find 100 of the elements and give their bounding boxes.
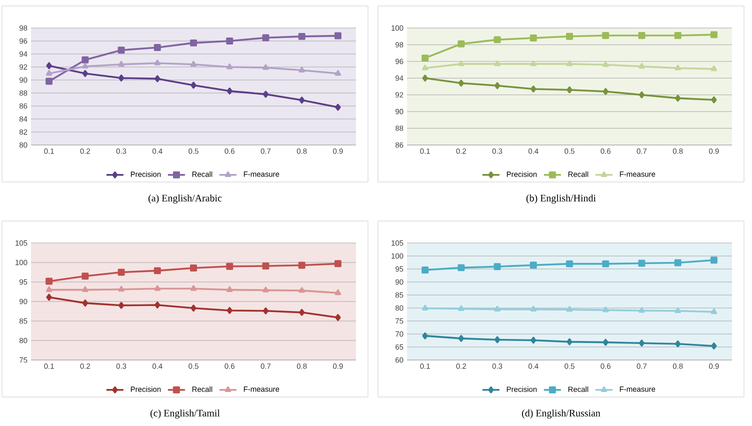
point	[602, 338, 608, 346]
point	[458, 40, 465, 48]
point	[334, 289, 342, 296]
point	[226, 64, 233, 70]
point	[118, 302, 124, 309]
point	[494, 263, 501, 270]
point	[46, 294, 52, 301]
point	[674, 32, 682, 40]
point	[118, 74, 124, 82]
point	[154, 267, 161, 274]
point	[118, 46, 125, 54]
point	[566, 86, 572, 94]
point	[334, 32, 342, 40]
point	[262, 286, 269, 292]
point	[458, 60, 464, 66]
point	[82, 62, 88, 69]
point	[638, 307, 645, 313]
point	[298, 287, 305, 293]
point	[566, 32, 573, 40]
text: (c) English/Tamil	[150, 409, 220, 419]
point	[262, 262, 270, 270]
point	[118, 60, 124, 67]
point	[82, 286, 88, 292]
point	[226, 88, 232, 95]
point	[422, 332, 428, 340]
text: (b) English/Hindi	[526, 194, 596, 204]
point	[458, 264, 465, 272]
point	[46, 78, 53, 85]
point	[82, 272, 89, 280]
point	[154, 302, 160, 308]
point	[298, 308, 305, 316]
point	[226, 38, 234, 44]
point	[674, 64, 681, 70]
point	[118, 286, 124, 292]
point	[190, 304, 196, 312]
point	[602, 61, 609, 67]
point	[190, 39, 197, 46]
text: (d) English/Russian	[522, 409, 600, 419]
point	[190, 285, 197, 291]
point	[334, 70, 342, 76]
point	[422, 54, 429, 62]
point	[190, 264, 197, 272]
point	[298, 66, 305, 72]
point	[422, 74, 428, 82]
point	[530, 262, 537, 269]
point	[262, 90, 269, 98]
point	[494, 336, 500, 344]
point	[710, 256, 718, 264]
point	[638, 260, 646, 267]
point	[675, 94, 681, 102]
point	[710, 308, 718, 314]
point	[674, 259, 682, 266]
point	[46, 62, 52, 70]
point	[530, 306, 537, 312]
point	[422, 304, 428, 310]
point	[422, 64, 428, 70]
point	[46, 278, 53, 285]
point	[190, 82, 196, 89]
point	[566, 60, 573, 66]
point	[298, 262, 306, 269]
point	[530, 336, 536, 344]
point	[530, 60, 537, 66]
point	[638, 62, 645, 69]
point	[711, 342, 717, 350]
point	[458, 334, 464, 342]
point	[602, 32, 610, 40]
point	[566, 338, 572, 346]
point	[566, 260, 573, 268]
point	[674, 307, 681, 314]
text: (a) English/Arabic	[148, 194, 222, 204]
point	[298, 32, 306, 40]
point	[638, 340, 645, 347]
point	[154, 75, 160, 82]
point	[458, 305, 464, 311]
point	[262, 307, 269, 314]
point	[298, 96, 305, 104]
point	[638, 32, 646, 40]
point	[602, 260, 610, 268]
point	[154, 44, 161, 51]
point	[335, 314, 341, 321]
point	[711, 96, 717, 104]
point	[154, 60, 161, 66]
point	[566, 306, 573, 312]
point	[530, 34, 537, 42]
point	[494, 82, 500, 90]
point	[226, 262, 234, 270]
point	[334, 260, 342, 268]
point	[494, 306, 500, 312]
point	[638, 91, 645, 98]
point	[46, 70, 52, 76]
point	[494, 36, 501, 44]
point	[494, 60, 500, 66]
point	[46, 286, 52, 292]
point	[82, 70, 88, 77]
point	[458, 80, 464, 87]
point	[82, 300, 88, 307]
point	[710, 31, 718, 38]
point	[154, 285, 161, 291]
point	[82, 56, 89, 64]
point	[422, 266, 429, 274]
